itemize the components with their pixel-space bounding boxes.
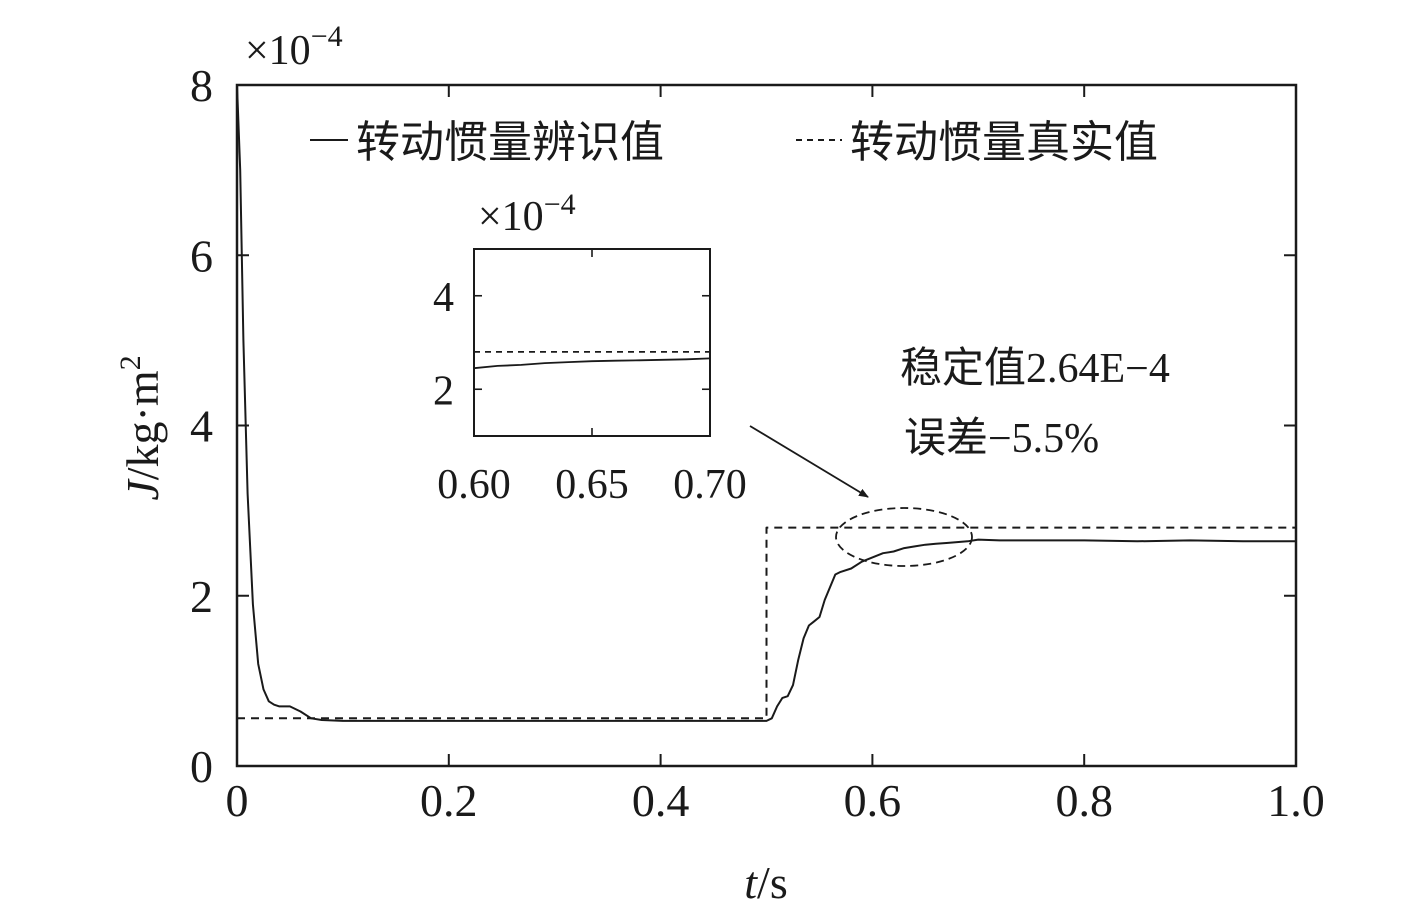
y-tick-label: 4 (190, 401, 213, 452)
annotation: 稳定值2.64E−4 误差−5.5% (749, 345, 1170, 567)
y-tick-label: 2 (190, 571, 213, 622)
inset-y-axis: 24 (433, 275, 710, 414)
x-tick-label: 1.0 (1267, 775, 1325, 826)
inset-x-tick-label: 0.65 (555, 462, 629, 508)
y-axis-label-unit: /kg·m (117, 370, 168, 480)
inset-y-tick-label: 4 (433, 275, 454, 321)
x-tick-label: 0.2 (420, 775, 478, 826)
y-axis-label-sup: 2 (114, 355, 147, 370)
x-tick-label: 0.8 (1055, 775, 1113, 826)
annotation-error: 误差−5.5% (904, 416, 1099, 462)
inset-series-identified-value (473, 357, 711, 370)
inset-series-layer (473, 350, 711, 370)
y-axis-label: J/kg·m2 (114, 355, 168, 500)
series-line-identified-value (237, 85, 1296, 722)
x-axis-label-unit: /s (757, 857, 788, 908)
y-tick-label: 8 (190, 60, 213, 111)
inset-multiplier-base: ×10 (478, 194, 544, 240)
series-line-true-value (237, 526, 1296, 720)
plot-frame (235, 83, 1298, 768)
annotation-steady-value: 稳定值2.64E−4 (900, 345, 1170, 392)
x-axis-label-var: t (744, 857, 758, 908)
x-axis: 0 0.2 0.4 0.6 0.8 1.0 (226, 85, 1325, 826)
x-axis-label: t/s (744, 857, 787, 908)
x-tick-label: 0.4 (632, 775, 690, 826)
inset-y-tick-label: 2 (433, 368, 454, 414)
y-multiplier-base: ×10 (245, 28, 311, 74)
series-layer (237, 85, 1296, 722)
inset-multiplier-exp: −4 (544, 188, 576, 221)
legend-label-true: 转动惯量真实值 (850, 117, 1158, 168)
inset-x-tick-label: 0.70 (673, 462, 747, 508)
inset-plot: 0.60 0.65 0.70 24 ×10−4 (433, 188, 747, 508)
legend: 转动惯量辨识值 转动惯量真实值 (310, 117, 1158, 168)
y-tick-label: 6 (190, 230, 213, 281)
inset-x-tick-label: 0.60 (437, 462, 511, 508)
inset-frame (473, 248, 711, 437)
y-multiplier-exp: −4 (311, 20, 343, 53)
y-multiplier: ×10−4 (245, 20, 343, 74)
legend-label-identified: 转动惯量辨识值 (356, 117, 664, 168)
y-tick-label: 0 (190, 741, 213, 792)
x-tick-label: 0 (226, 775, 249, 826)
annotation-ellipse (835, 507, 973, 567)
annotation-arrow (749, 425, 869, 498)
inset-multiplier: ×10−4 (478, 188, 576, 240)
x-tick-label: 0.6 (844, 775, 902, 826)
y-axis-label-var: J (117, 478, 168, 501)
inset-x-axis: 0.60 0.65 0.70 (437, 249, 747, 508)
